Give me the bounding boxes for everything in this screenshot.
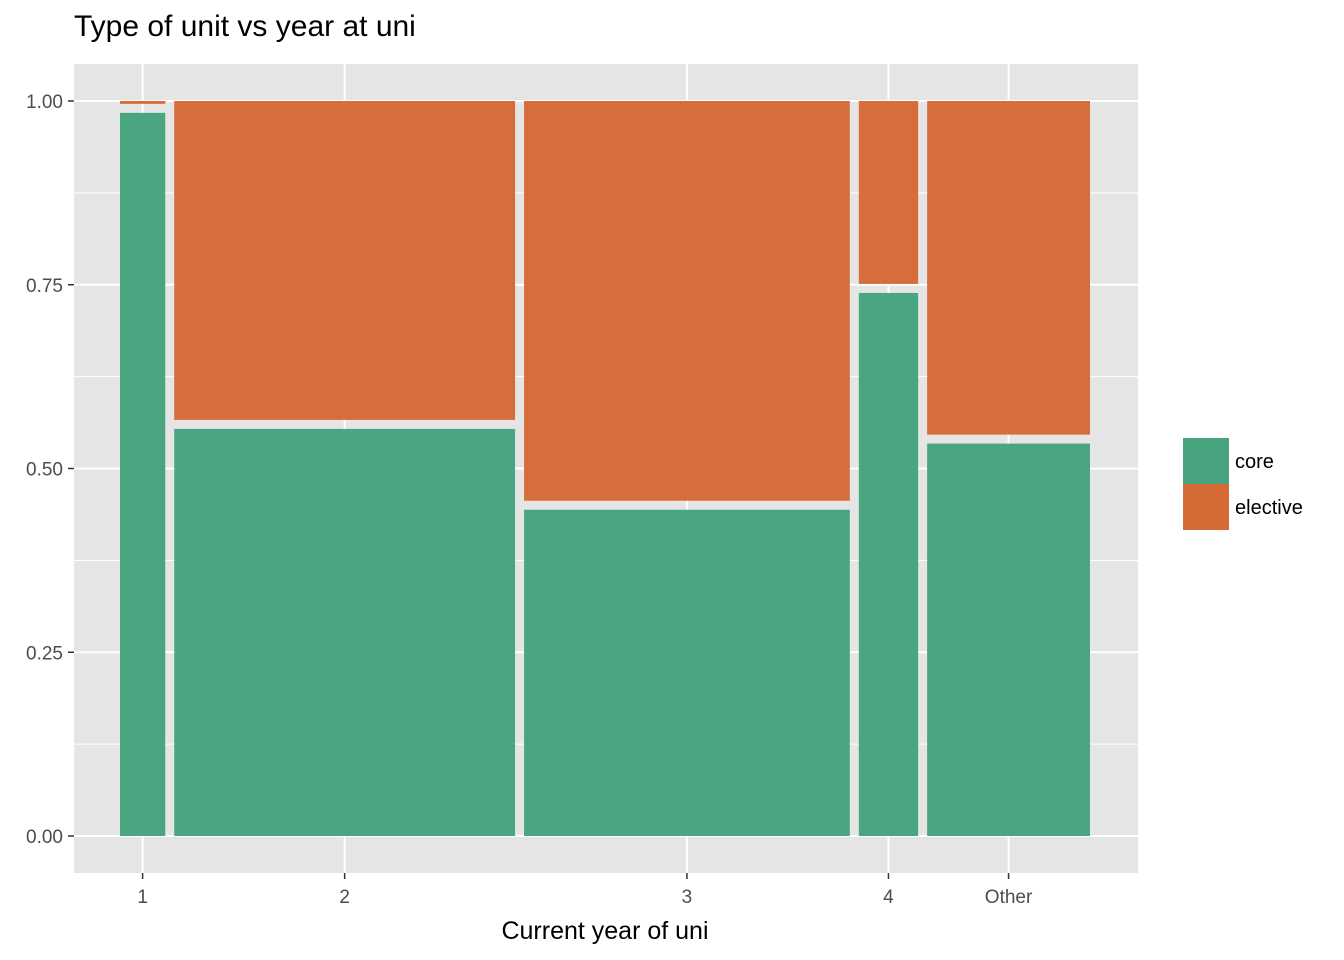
- tile-elective-3: [524, 101, 850, 501]
- x-tick-label: 3: [682, 887, 693, 908]
- y-tick-label: 0.25: [26, 643, 63, 664]
- tile-elective-1: [120, 101, 166, 104]
- tile-elective-4: [858, 101, 919, 284]
- tile-elective-2: [174, 101, 516, 420]
- tile-core-2: [174, 428, 516, 836]
- y-tick-label: 0.00: [26, 827, 63, 848]
- tile-elective-other: [927, 101, 1090, 435]
- legend: core elective: [1183, 438, 1303, 530]
- y-tick-label: 0.75: [26, 276, 63, 297]
- x-axis: 1 2 3 4 Other: [137, 873, 1033, 908]
- x-tick-label: 2: [339, 887, 350, 908]
- x-tick-label: 1: [137, 887, 148, 908]
- y-axis: 0.00 0.25 0.50 0.75 1.00: [26, 92, 74, 848]
- tile-core-3: [524, 509, 850, 836]
- legend-swatch-core: [1183, 438, 1229, 484]
- legend-swatch-elective: [1183, 484, 1229, 530]
- legend-label-core: core: [1235, 451, 1274, 473]
- x-tick-label: Other: [985, 887, 1033, 908]
- y-tick-label: 1.00: [26, 92, 63, 113]
- y-tick-label: 0.50: [26, 460, 63, 481]
- tile-core-4: [858, 292, 919, 836]
- mosaic-tiles: [120, 101, 1090, 837]
- x-tick-label: 4: [883, 887, 894, 908]
- tile-core-other: [927, 443, 1090, 836]
- chart-title: Type of unit vs year at uni: [74, 10, 416, 43]
- legend-label-elective: elective: [1235, 497, 1303, 519]
- x-axis-title: Current year of uni: [501, 917, 708, 945]
- tile-core-1: [120, 112, 166, 837]
